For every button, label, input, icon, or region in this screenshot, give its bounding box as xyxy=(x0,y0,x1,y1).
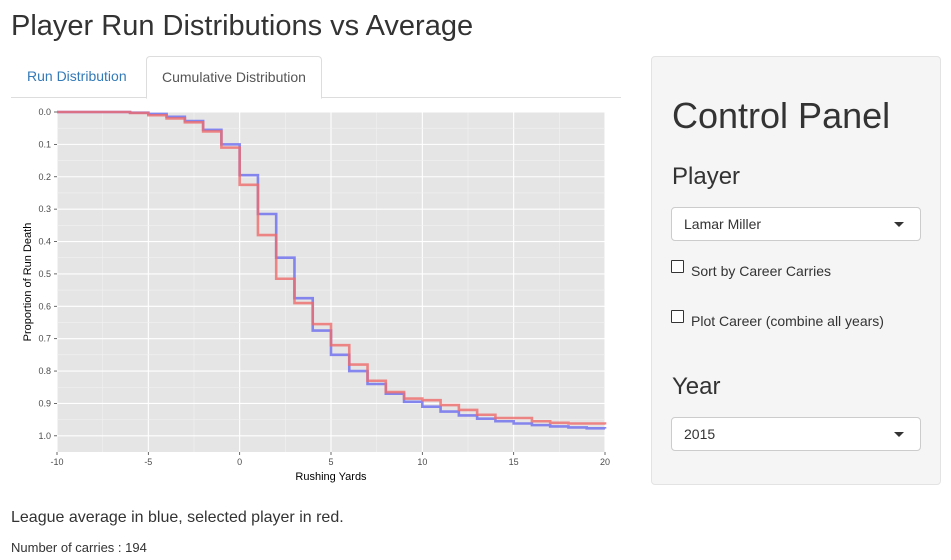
cumulative-distribution-chart: -10 -5 0 5 10 15 20 0.0 0.1 0.2 0.3 0.4 0.5 0.6 0.7 0.… xyxy=(0,100,640,500)
player-select[interactable]: Lamar Miller xyxy=(671,207,921,241)
sort-by-career-checkbox-row[interactable]: Sort by Career Carries xyxy=(671,260,921,280)
player-line xyxy=(57,110,607,425)
year-label: Year xyxy=(672,373,721,400)
chart-svg: -10 -5 0 5 10 15 20 0.00.10.20.30.40.50.60.70.… xyxy=(22,107,610,483)
y-tick-label: 0.0 xyxy=(38,107,51,117)
plot-career-label: Plot Career (combine all years) xyxy=(691,313,884,329)
year-select-value: 2015 xyxy=(684,426,716,442)
y-tick-label: 0.1 xyxy=(38,139,51,149)
plot-career-checkbox[interactable] xyxy=(671,310,684,323)
y-axis-ticks: 0.0 0.1 0.2 0.3 0.4 0.5 0.6 0.7 0.8 0.9 1.0 xyxy=(38,107,57,441)
x-tick-label: -5 xyxy=(144,457,152,467)
y-tick-label: 0.3 xyxy=(38,204,51,214)
control-panel: Control Panel Player Lamar Miller Sort b… xyxy=(651,56,941,485)
year-select[interactable]: 2015 xyxy=(671,417,921,451)
carries-count: Number of carries : 194 xyxy=(11,540,147,555)
sort-by-career-checkbox[interactable] xyxy=(671,260,684,273)
x-tick-label: 15 xyxy=(509,457,519,467)
y-tick-label: 0.4 xyxy=(38,237,51,247)
y-tick-label: 0.8 xyxy=(38,366,51,376)
y-tick-label: 0.2 xyxy=(38,172,51,182)
y-tick-label: 0.9 xyxy=(38,398,51,408)
x-tick-label: 20 xyxy=(600,457,610,467)
x-axis-label: Rushing Yards xyxy=(295,471,367,483)
x-tick-label: 10 xyxy=(417,457,427,467)
y-tick-label: 0.7 xyxy=(38,334,51,344)
player-label: Player xyxy=(672,163,741,190)
tab-cumulative-distribution[interactable]: Cumulative Distribution xyxy=(146,56,322,99)
x-axis-ticks: -10 -5 0 5 10 15 20 xyxy=(50,452,610,467)
x-tick-label: 0 xyxy=(237,457,242,467)
y-tick-label: 0.5 xyxy=(38,269,51,279)
chevron-down-icon xyxy=(894,222,904,227)
sort-by-career-label: Sort by Career Carries xyxy=(691,263,832,279)
y-axis-label: Proportion of Run Death xyxy=(22,223,34,342)
x-tick-label: -10 xyxy=(50,457,63,467)
control-panel-title: Control Panel xyxy=(672,95,891,136)
chevron-down-icon xyxy=(894,432,904,437)
carries-label: Number of carries : xyxy=(11,540,126,555)
tab-bar: Run Distribution Cumulative Distribution xyxy=(11,56,621,99)
x-tick-label: 5 xyxy=(328,457,333,467)
y-tick-label: 1.0 xyxy=(38,431,51,441)
tab-run-distribution[interactable]: Run Distribution xyxy=(27,68,127,84)
page-title: Player Run Distributions vs Average xyxy=(11,10,474,42)
chart-caption: League average in blue, selected player … xyxy=(11,509,344,526)
carries-value: 194 xyxy=(125,540,147,555)
player-select-value: Lamar Miller xyxy=(684,216,762,232)
y-tick-label: 0.6 xyxy=(38,301,51,311)
series-lines xyxy=(57,110,607,430)
plot-career-checkbox-row[interactable]: Plot Career (combine all years) xyxy=(671,310,921,330)
